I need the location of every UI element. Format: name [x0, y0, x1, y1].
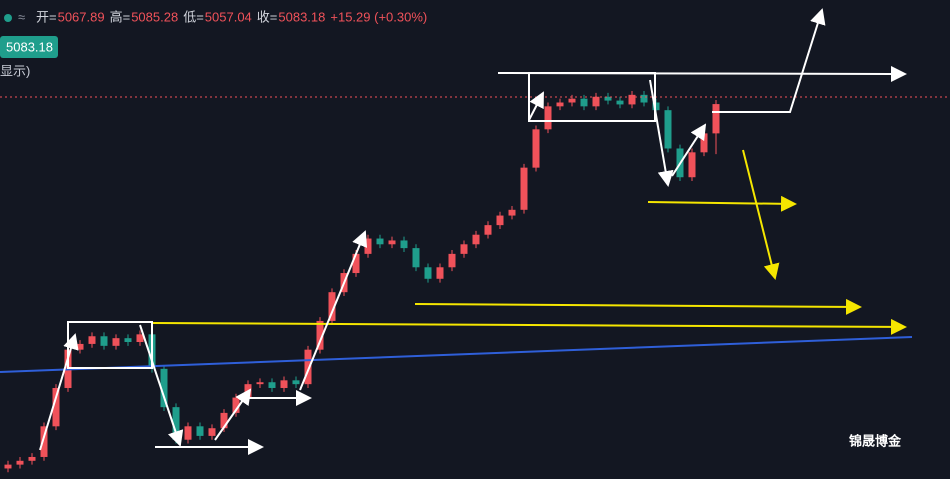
watermark: 锦晟博金: [849, 433, 902, 448]
candle-body: [208, 428, 216, 436]
candle-body: [592, 96, 600, 107]
arrow: [671, 123, 707, 177]
candle-body: [52, 387, 60, 427]
candle-body: [412, 248, 420, 268]
ohlc-value: 5057.04: [205, 9, 252, 24]
candle-body: [292, 380, 300, 385]
candle-body: [28, 456, 36, 461]
candle-body: [520, 167, 528, 210]
support-line: [414, 298, 862, 315]
candle-body: [544, 106, 552, 130]
candle-body: [220, 412, 228, 429]
status-icon: [4, 14, 12, 22]
candle-body: [40, 426, 48, 457]
candle-body: [700, 133, 708, 153]
candle-body: [280, 380, 288, 388]
candle-body: [76, 343, 84, 350]
candle-body: [448, 253, 456, 268]
candle-body: [460, 244, 468, 254]
candle-body: [172, 407, 180, 440]
candle-body: [124, 338, 132, 343]
change: +15.29 (+0.30%): [330, 9, 427, 24]
arrow: [649, 79, 674, 187]
candle-body: [424, 267, 432, 279]
ohlc-value: 5085.28: [131, 9, 178, 24]
candle-body: [436, 267, 444, 279]
arrow: [299, 230, 368, 391]
candle-body: [136, 334, 144, 343]
ohlc-label: 收=: [257, 9, 278, 24]
arrow: [214, 388, 252, 441]
candle-body: [580, 98, 588, 107]
candle-body: [640, 94, 648, 103]
price-tag-text: 5083.18: [6, 39, 53, 54]
candle-body: [568, 98, 576, 103]
arrow: [742, 149, 780, 280]
candle-body: [508, 209, 516, 216]
candle-body: [160, 368, 168, 408]
candle-body: [388, 240, 396, 245]
candle-body: [532, 129, 540, 168]
ohlc-label: 高=: [110, 9, 131, 24]
candle-body: [88, 336, 96, 344]
candle-body: [556, 102, 564, 107]
candle-body: [688, 152, 696, 178]
resistance-line: [497, 65, 907, 82]
price-tag: [0, 36, 58, 58]
note: 显示): [0, 63, 30, 78]
candle-body: [256, 382, 264, 385]
candle-body: [496, 215, 504, 226]
candle-body: [472, 234, 480, 245]
candle-body: [268, 382, 276, 388]
candle-body: [184, 426, 192, 440]
candle-body: [4, 464, 12, 469]
arrow: [39, 333, 79, 451]
candle-body: [376, 238, 384, 245]
arrow: [712, 8, 826, 113]
candle-body: [664, 110, 672, 149]
candle-body: [628, 94, 636, 105]
ohlc-header: 开= 5067.89 高= 5085.28 低= 5057.04 收= 5083.18 +15.…: [36, 9, 427, 24]
candle-body: [484, 225, 492, 235]
candle-body: [196, 426, 204, 436]
support-line: [151, 318, 907, 335]
ohlc-label: 开=: [36, 9, 57, 24]
annotations: [0, 8, 913, 455]
candle-body: [712, 104, 720, 134]
ohlc-value: 5083.18: [278, 9, 325, 24]
candle-body: [616, 100, 624, 105]
candle-body: [604, 96, 612, 101]
candle-body: [328, 292, 336, 321]
arrow: [139, 324, 184, 447]
candle-body: [352, 253, 360, 274]
icon: ≈: [18, 9, 25, 24]
ohlc-label: 低=: [183, 9, 204, 24]
arrow: [528, 91, 544, 121]
candle-body: [16, 460, 24, 465]
candle-body: [316, 320, 324, 350]
candle-body: [304, 349, 312, 385]
candle-body: [400, 240, 408, 249]
support-line: [647, 195, 797, 212]
ohlc-value: 5067.89: [58, 9, 105, 24]
candle-body: [100, 336, 108, 346]
candle-body: [364, 238, 372, 254]
candle-body: [112, 338, 120, 346]
